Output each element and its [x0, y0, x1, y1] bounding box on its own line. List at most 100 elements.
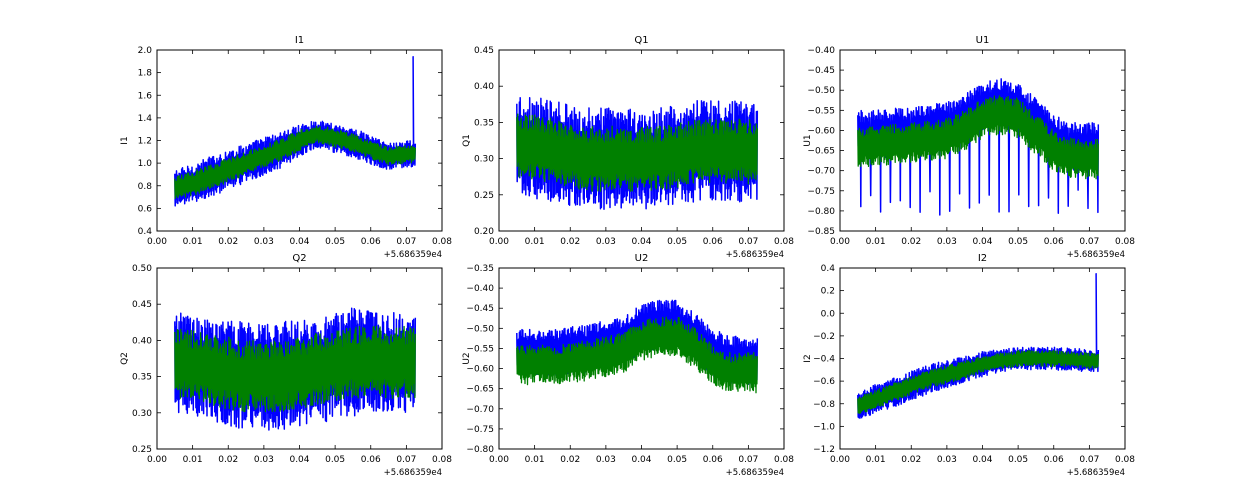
x-offset-label: +5.686359e4: [384, 468, 442, 478]
x-tick-label: 0.07: [396, 455, 416, 465]
subplot-title: U1: [976, 35, 990, 46]
y-tick-label: 0.40: [132, 336, 152, 346]
y-tick-label: 0.4: [821, 264, 836, 274]
y-tick-label: −1.0: [813, 422, 835, 432]
x-tick-label: 0.00: [489, 455, 509, 465]
y-tick-label: 0.6: [138, 204, 153, 214]
x-tick-label: 0.08: [1115, 455, 1135, 465]
x-tick-label: 0.03: [596, 455, 616, 465]
x-offset-label: +5.686359e4: [1067, 468, 1125, 478]
y-tick-label: −0.45: [807, 66, 835, 76]
y-tick-label: −0.40: [466, 284, 494, 294]
x-tick-label: 0.07: [738, 237, 758, 247]
y-tick-label: −0.60: [466, 365, 494, 375]
y-tick-label: 1.4: [138, 114, 153, 124]
y-tick-label: −0.80: [466, 445, 494, 455]
x-tick-label: 0.08: [1115, 237, 1135, 247]
x-tick-label: 0.05: [667, 237, 687, 247]
y-tick-label: −0.6: [813, 377, 835, 387]
x-tick-label: 0.08: [432, 237, 452, 247]
x-tick-label: 0.02: [901, 237, 921, 247]
y-tick-label: −0.70: [807, 167, 835, 177]
x-tick-label: 0.04: [631, 455, 651, 465]
x-tick-label: 0.05: [667, 455, 687, 465]
y-tick-label: −0.75: [466, 425, 494, 435]
y-tick-label: −0.50: [807, 86, 835, 96]
series-line-green: [516, 113, 758, 192]
y-tick-label: 0.2: [821, 287, 835, 297]
x-tick-label: 0.02: [218, 455, 238, 465]
x-offset-label: +5.686359e4: [726, 468, 784, 478]
x-tick-label: 0.06: [1044, 237, 1064, 247]
y-tick-label: 0.20: [474, 227, 494, 237]
series-line-green: [857, 349, 1099, 415]
y-tick-label: 0.40: [474, 82, 494, 92]
y-tick-label: −0.8: [813, 400, 835, 410]
x-tick-label: 0.03: [937, 237, 957, 247]
y-tick-label: −1.2: [813, 445, 835, 455]
x-tick-label: 0.08: [774, 455, 794, 465]
subplot-q1: 0.00 0.01 0.02 0.03 0.04 0.05 0.06 0.07 0.08 0.20…: [462, 35, 794, 260]
y-tick-label: −0.55: [466, 344, 494, 354]
subplot-q2: 0.00 0.01 0.02 0.03 0.04 0.05 0.06 0.07 0.08 0.25…: [120, 253, 452, 478]
x-tick-label: 0.07: [396, 237, 416, 247]
x-tick-label: 0.07: [1079, 237, 1099, 247]
y-tick-label: 1.2: [138, 137, 152, 147]
y-tick-label: 0.25: [132, 445, 152, 455]
x-tick-label: 0.03: [254, 455, 274, 465]
y-axis-label: I2: [803, 354, 813, 362]
y-tick-label: −0.40: [807, 46, 835, 56]
x-tick-label: 0.04: [631, 237, 651, 247]
y-tick-label: −0.2: [813, 332, 835, 342]
y-tick-label: 0.4: [138, 227, 153, 237]
y-tick-label: 0.0: [821, 309, 836, 319]
y-tick-label: −0.65: [807, 147, 835, 157]
y-tick-label: 0.35: [474, 118, 494, 128]
x-tick-label: 0.07: [1079, 455, 1099, 465]
subplot-title: I2: [978, 253, 987, 264]
x-tick-label: 0.05: [1008, 237, 1028, 247]
x-tick-label: 0.03: [254, 237, 274, 247]
x-tick-label: 0.01: [525, 237, 545, 247]
x-tick-label: 0.02: [560, 455, 580, 465]
y-tick-label: −0.35: [466, 264, 494, 274]
series-line-green: [174, 325, 416, 413]
y-axis-label: Q1: [462, 134, 472, 147]
y-axis-label: Q2: [120, 352, 130, 365]
y-tick-label: 0.35: [132, 373, 152, 383]
y-tick-label: −0.45: [466, 304, 494, 314]
x-tick-label: 0.02: [560, 237, 580, 247]
x-tick-label: 0.00: [147, 237, 167, 247]
x-tick-label: 0.00: [147, 455, 167, 465]
x-tick-label: 0.00: [489, 237, 509, 247]
x-tick-label: 0.08: [432, 455, 452, 465]
x-tick-label: 0.04: [289, 237, 309, 247]
x-tick-label: 0.08: [774, 237, 794, 247]
y-tick-label: −0.4: [813, 355, 835, 365]
series-line-green: [174, 125, 416, 200]
y-tick-label: 1.6: [138, 91, 153, 101]
subplot-title: Q1: [634, 35, 648, 46]
x-tick-label: 0.01: [866, 237, 886, 247]
x-tick-label: 0.06: [361, 237, 381, 247]
subplot-title: Q2: [292, 253, 306, 264]
y-tick-label: 1.8: [138, 69, 153, 79]
x-tick-label: 0.04: [972, 237, 992, 247]
x-tick-label: 0.06: [703, 455, 723, 465]
y-axis-label: U1: [803, 134, 813, 146]
y-axis-label: U2: [462, 352, 472, 364]
series-line-green: [857, 95, 1099, 180]
x-tick-label: 0.05: [325, 455, 345, 465]
x-tick-label: 0.05: [1008, 455, 1028, 465]
y-tick-label: 0.8: [138, 182, 153, 192]
y-tick-label: 0.30: [132, 409, 152, 419]
subplot-title: U2: [635, 253, 649, 264]
x-tick-label: 0.05: [325, 237, 345, 247]
x-offset-label: +5.686359e4: [1067, 250, 1125, 260]
x-tick-label: 0.04: [289, 455, 309, 465]
series-line-green: [516, 316, 758, 394]
y-tick-label: −0.80: [807, 207, 835, 217]
x-tick-label: 0.01: [183, 455, 203, 465]
